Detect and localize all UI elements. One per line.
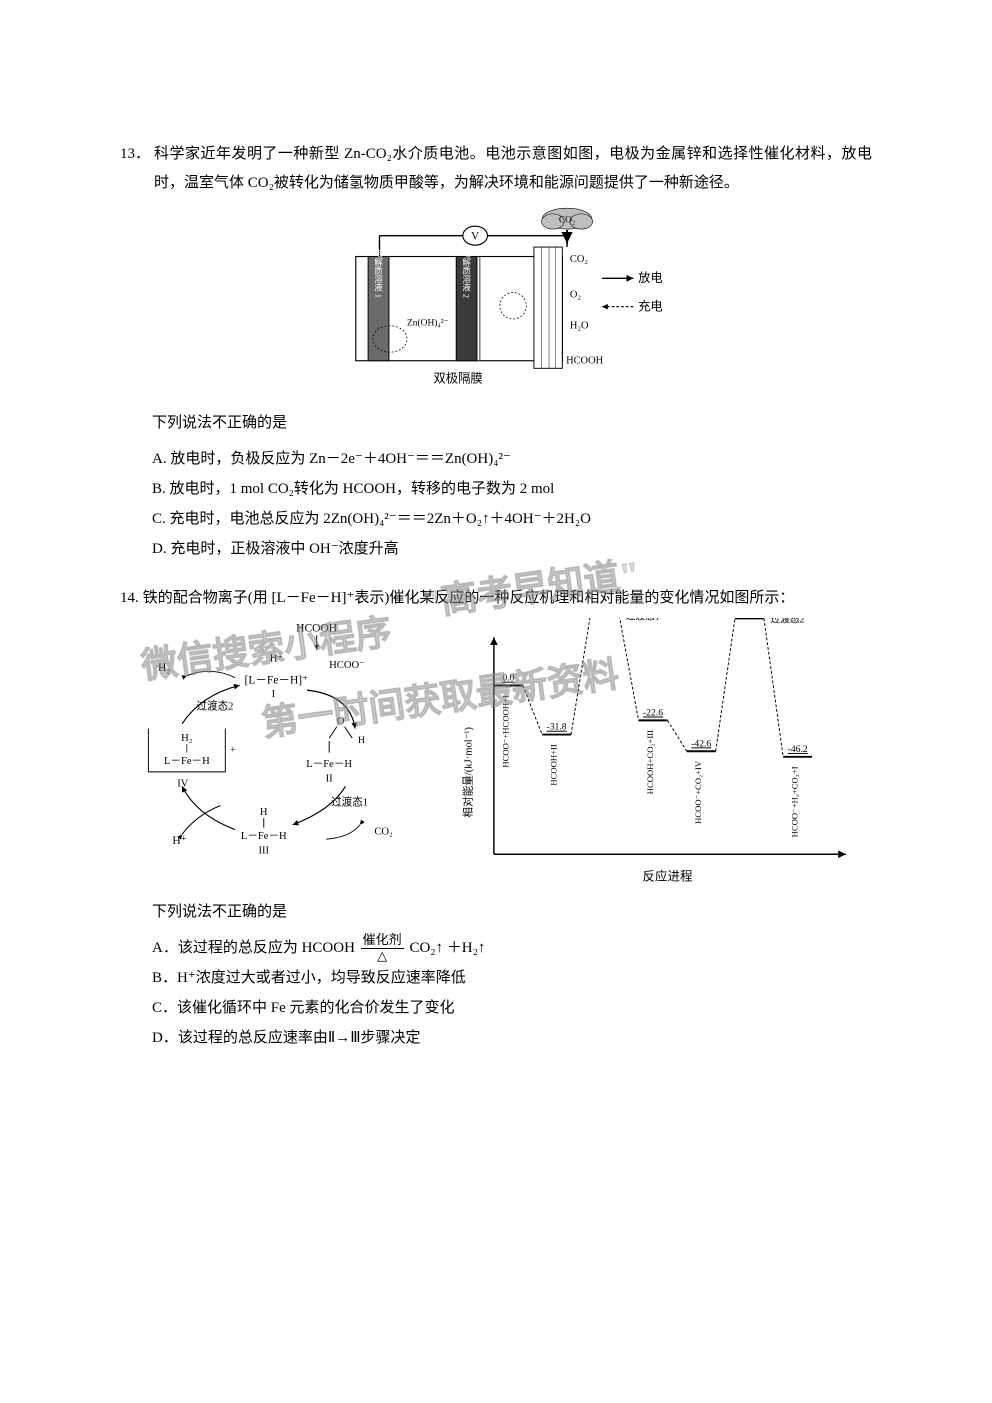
q13-text: 科学家近年发明了一种新型 Zn-CO₂水介质电池。电池示意图如图，电极为金属锌和… xyxy=(154,140,872,197)
svg-text:III: III xyxy=(258,846,269,857)
q14-option-a-pre: A．该过程的总反应为 HCOOH xyxy=(152,940,355,956)
svg-text:0.0: 0.0 xyxy=(502,673,514,684)
svg-text:双极隔膜: 双极隔膜 xyxy=(434,372,483,386)
svg-text:CO₂: CO₂ xyxy=(559,215,575,225)
species-ii-struct: O H L－Fe－H II xyxy=(306,716,365,785)
q14-header: 14. 铁的配合物离子(用 [L－Fe－H]⁺表示)催化某反应的一种反应机理和相… xyxy=(120,584,872,613)
svg-text:HCOO⁻+H₂+CO₂+I: HCOO⁻+H₂+CO₂+I xyxy=(790,766,800,837)
question-14: 14. 铁的配合物离子(用 [L－Fe－H]⁺表示)催化某反应的一种反应机理和相… xyxy=(120,584,872,1053)
svg-text:放电: 放电 xyxy=(638,270,663,285)
q13-header: 13． 科学家近年发明了一种新型 Zn-CO₂水介质电池。电池示意图如图，电极为… xyxy=(120,140,872,197)
svg-text:HCOO⁻: HCOO⁻ xyxy=(329,660,365,671)
svg-text:相对能量/(kJ·mol⁻¹): 相对能量/(kJ·mol⁻¹) xyxy=(462,727,475,818)
q13-option-a: A. 放电时，负极反应为 Zn－2e⁻＋4OH⁻＝＝Zn(OH)₄²⁻ xyxy=(152,444,872,474)
svg-text:-31.8: -31.8 xyxy=(547,722,567,733)
svg-text:-22.6: -22.6 xyxy=(643,708,663,719)
species-iv-struct: H₂ L－Fe－H + xyxy=(148,729,235,772)
fraction-catalyst-icon: 催化剂 △ xyxy=(361,933,404,963)
q13-diagram-wrap: CO₂ V 电解质溶液 1 xyxy=(120,207,872,397)
q13-option-c: C. 充电时，电池总反应为 2Zn(OH)₄²⁻＝＝2Zn＋O₂↑＋4OH⁻＋2… xyxy=(152,504,872,534)
q14-option-d: D．该过程的总反应速率由Ⅱ→Ⅲ步骤决定 xyxy=(152,1023,872,1053)
q13-option-b: B. 放电时，1 mol CO₂转化为 HCOOH，转移的电子数为 2 mol xyxy=(152,474,872,504)
svg-text:H: H xyxy=(358,735,365,746)
svg-text:HCOOH+CO₂+III: HCOOH+CO₂+III xyxy=(645,730,655,794)
svg-text:电解质溶液 1: 电解质溶液 1 xyxy=(374,249,384,299)
q14-option-a: A．该过程的总反应为 HCOOH 催化剂 △ CO₂↑ ＋H₂↑ xyxy=(152,933,872,963)
porous-electrode xyxy=(534,247,562,368)
svg-text:电解质溶液 2: 电解质溶液 2 xyxy=(462,249,472,299)
svg-text:HCOOH: HCOOH xyxy=(296,622,337,634)
energy-profile-diagram: 相对能量/(kJ·mol⁻¹) 反应进程 0.0 HCOO⁻+HCOOH+I -31… xyxy=(448,618,858,888)
question-13: 13． 科学家近年发明了一种新型 Zn-CO₂水介质电池。电池示意图如图，电极为… xyxy=(120,140,872,564)
svg-text:HCOOH+II: HCOOH+II xyxy=(549,744,559,786)
svg-text:HCOO⁻+CO₂+IV: HCOO⁻+CO₂+IV xyxy=(693,760,703,824)
q13-sub-prompt: 下列说法不正确的是 xyxy=(152,409,872,438)
q14-text: 铁的配合物离子(用 [L－Fe－H]⁺表示)催化某反应的一种反应机理和相对能量的… xyxy=(143,584,795,613)
battery-diagram: CO₂ V 电解质溶液 1 xyxy=(316,207,676,397)
svg-text:O₂: O₂ xyxy=(570,289,582,300)
q13-number: 13． xyxy=(120,140,150,197)
svg-text:H₂: H₂ xyxy=(181,733,193,744)
svg-text:O: O xyxy=(337,716,345,727)
svg-text:L－Fe－H: L－Fe－H xyxy=(306,759,352,770)
q14-option-a-post: CO₂↑ ＋H₂↑ xyxy=(409,940,485,956)
svg-text:V: V xyxy=(471,230,480,242)
species-iii-struct: H L－Fe－H III xyxy=(241,807,287,856)
svg-text:H₂: H₂ xyxy=(158,662,170,674)
svg-text:H⁺: H⁺ xyxy=(270,653,284,664)
energy-levels: 0.0HCOO⁻+HCOOH+I-31.8HCOOH+II45.3过渡态1-22… xyxy=(494,618,812,837)
svg-text:充电: 充电 xyxy=(638,299,663,314)
q14-number: 14. xyxy=(120,584,139,613)
co2-cloud-icon: CO₂ xyxy=(541,208,592,229)
svg-text:H₂O: H₂O xyxy=(570,321,589,332)
svg-text:HCOOH: HCOOH xyxy=(566,356,603,367)
svg-text:H⁺: H⁺ xyxy=(172,835,186,847)
svg-text:L－Fe－H: L－Fe－H xyxy=(164,756,210,767)
q14-diagrams: HCOOH H⁺ HCOO⁻ H₂ [L－Fe－H]⁺ I 过渡态2 H₂ L－… xyxy=(128,618,872,888)
q14-options: A．该过程的总反应为 HCOOH 催化剂 △ CO₂↑ ＋H₂↑ B．H⁺浓度过… xyxy=(152,933,872,1053)
svg-text:II: II xyxy=(326,773,334,784)
q13-options: A. 放电时，负极反应为 Zn－2e⁻＋4OH⁻＝＝Zn(OH)₄²⁻ B. 放… xyxy=(152,444,872,564)
svg-text:HCOO⁻+HCOOH+I: HCOO⁻+HCOOH+I xyxy=(500,695,510,768)
q13-option-d: D. 充电时，正极溶液中 OH⁻浓度升高 xyxy=(152,534,872,564)
svg-text:H: H xyxy=(260,807,268,818)
svg-text:L－Fe－H: L－Fe－H xyxy=(241,831,287,842)
svg-text:[L－Fe－H]⁺: [L－Fe－H]⁺ xyxy=(245,674,309,686)
q14-option-c: C．该催化循环中 Fe 元素的化合价发生了变化 xyxy=(152,993,872,1023)
catalytic-cycle-diagram: HCOOH H⁺ HCOO⁻ H₂ [L－Fe－H]⁺ I 过渡态2 H₂ L－… xyxy=(128,618,438,868)
svg-text:-46.2: -46.2 xyxy=(788,744,808,755)
svg-text:+: + xyxy=(230,745,235,756)
svg-text:过渡态1: 过渡态1 xyxy=(626,618,660,622)
svg-text:I: I xyxy=(272,689,276,700)
q14-sub-prompt: 下列说法不正确的是 xyxy=(152,898,872,927)
svg-text:过渡态2: 过渡态2 xyxy=(771,618,805,625)
svg-text:CO₂: CO₂ xyxy=(570,254,588,265)
svg-text:-42.6: -42.6 xyxy=(691,738,711,749)
svg-text:反应进程: 反应进程 xyxy=(642,868,693,883)
svg-text:CO₂: CO₂ xyxy=(374,826,393,837)
svg-text:Zn(OH)₄²⁻: Zn(OH)₄²⁻ xyxy=(407,318,449,329)
q14-option-b: B．H⁺浓度过大或者过小，均导致反应速率降低 xyxy=(152,963,872,993)
svg-text:过渡态2: 过渡态2 xyxy=(196,699,233,712)
